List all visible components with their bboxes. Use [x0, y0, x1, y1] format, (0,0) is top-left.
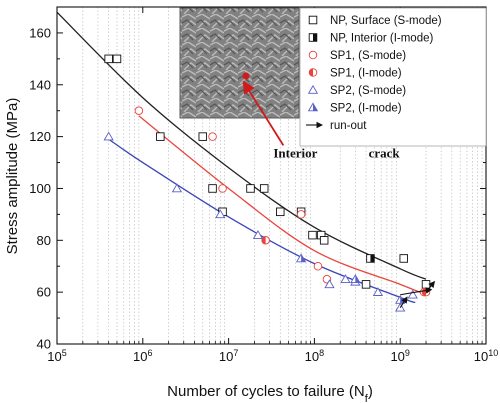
data-point — [104, 54, 113, 64]
series-np-surface-s-mode — [104, 54, 431, 289]
series-np-interior-i-mode — [366, 254, 375, 263]
legend-marker — [308, 50, 318, 60]
x-tick-label: 109 — [390, 348, 409, 364]
y-tick-label: 100 — [29, 181, 51, 196]
x-tick-label: 108 — [305, 348, 324, 364]
data-point — [421, 280, 431, 289]
legend: NP, Surface (S-mode) NP, Interior (I-mode… — [299, 7, 487, 147]
data-point — [252, 230, 264, 239]
series-sp2-s-mode — [103, 131, 418, 312]
inset-marker-icon — [242, 72, 250, 80]
series-sp1-i-mode — [261, 236, 431, 297]
annotation-label: Interior — [273, 145, 317, 160]
legend-item: NP, Surface (S-mode) — [308, 15, 442, 27]
y-tick-label: 160 — [29, 25, 51, 40]
legend-marker — [307, 102, 319, 112]
x-tick-label: 106 — [133, 348, 152, 364]
legend-label: SP1, (I-mode) — [330, 68, 402, 80]
legend-label: run-out — [330, 120, 367, 132]
legend-label: NP, Interior (I-mode) — [330, 33, 433, 45]
data-point — [319, 236, 329, 245]
legend-label: SP2, (I-mode) — [330, 103, 402, 115]
y-tick-label: 80 — [37, 233, 51, 248]
legend-item: SP2, (I-mode) — [307, 102, 402, 115]
data-point — [208, 184, 217, 193]
data-point — [350, 274, 361, 283]
legend-label: NP, Surface (S-mode) — [330, 15, 442, 27]
y-tick-label: 60 — [37, 285, 51, 300]
legend-marker — [308, 15, 318, 25]
legend-item: SP1, (S-mode) — [308, 50, 406, 62]
x-tick-label: 107 — [219, 348, 238, 364]
data-point — [372, 287, 384, 296]
data-point — [218, 184, 227, 193]
data-point — [246, 184, 255, 193]
legend-item: run-out — [306, 120, 367, 132]
fit-curve — [138, 115, 427, 296]
legend-marker — [307, 84, 319, 94]
fit-curve — [108, 138, 416, 304]
y-axis-title: Stress amplitude (MPa) — [4, 98, 21, 255]
x-tick-label: 105 — [47, 348, 66, 364]
data-point — [156, 132, 165, 141]
x-axis-title: Number of cycles to failure (Nf) — [167, 383, 373, 403]
y-tick-label: 140 — [29, 77, 51, 92]
x-tick-labels: 105 106 107 108 109 1010 — [47, 348, 498, 364]
data-point — [276, 207, 285, 217]
data-point — [103, 131, 114, 141]
legend-marker — [308, 68, 318, 77]
data-point — [208, 132, 217, 141]
plot-border — [56, 6, 487, 345]
data-point — [171, 183, 183, 193]
legend-item: SP1, (I-mode) — [308, 68, 402, 80]
data-point — [112, 54, 122, 64]
data-point — [134, 106, 144, 115]
data-point — [296, 210, 306, 219]
data-point — [340, 274, 351, 283]
data-point — [198, 132, 208, 141]
data-point — [407, 289, 418, 299]
y-tick-label: 40 — [37, 337, 51, 352]
annotations: Interior crack — [242, 80, 401, 160]
data-point — [324, 279, 335, 289]
data-point — [259, 184, 269, 193]
y-tick-labels: 40 60 80 100 120 140 160 — [29, 25, 51, 351]
data-point — [308, 230, 317, 240]
annotation-arrow — [242, 80, 285, 146]
legend-marker — [308, 33, 318, 42]
legend-item: NP, Interior (I-mode) — [308, 33, 433, 45]
data-point — [361, 280, 371, 289]
data-points — [103, 54, 431, 312]
runout-arrow — [399, 296, 408, 309]
inset-fractograph-image — [179, 7, 300, 119]
annotation-label: crack — [369, 145, 401, 160]
data-point — [295, 253, 307, 263]
data-point — [215, 209, 226, 219]
data-point — [399, 254, 409, 263]
runout-arrows — [399, 280, 436, 309]
legend-label: SP2, (S-mode) — [330, 85, 406, 97]
data-point — [261, 236, 270, 245]
runout-arrow — [425, 280, 436, 293]
legend-item: SP2, (S-mode) — [307, 84, 406, 97]
y-tick-label: 120 — [29, 129, 51, 144]
data-point — [366, 254, 375, 263]
runout-arrow — [400, 287, 433, 296]
legend-label: SP1, (S-mode) — [330, 50, 406, 62]
data-point — [313, 261, 323, 271]
x-tick-label: 1010 — [474, 348, 498, 364]
